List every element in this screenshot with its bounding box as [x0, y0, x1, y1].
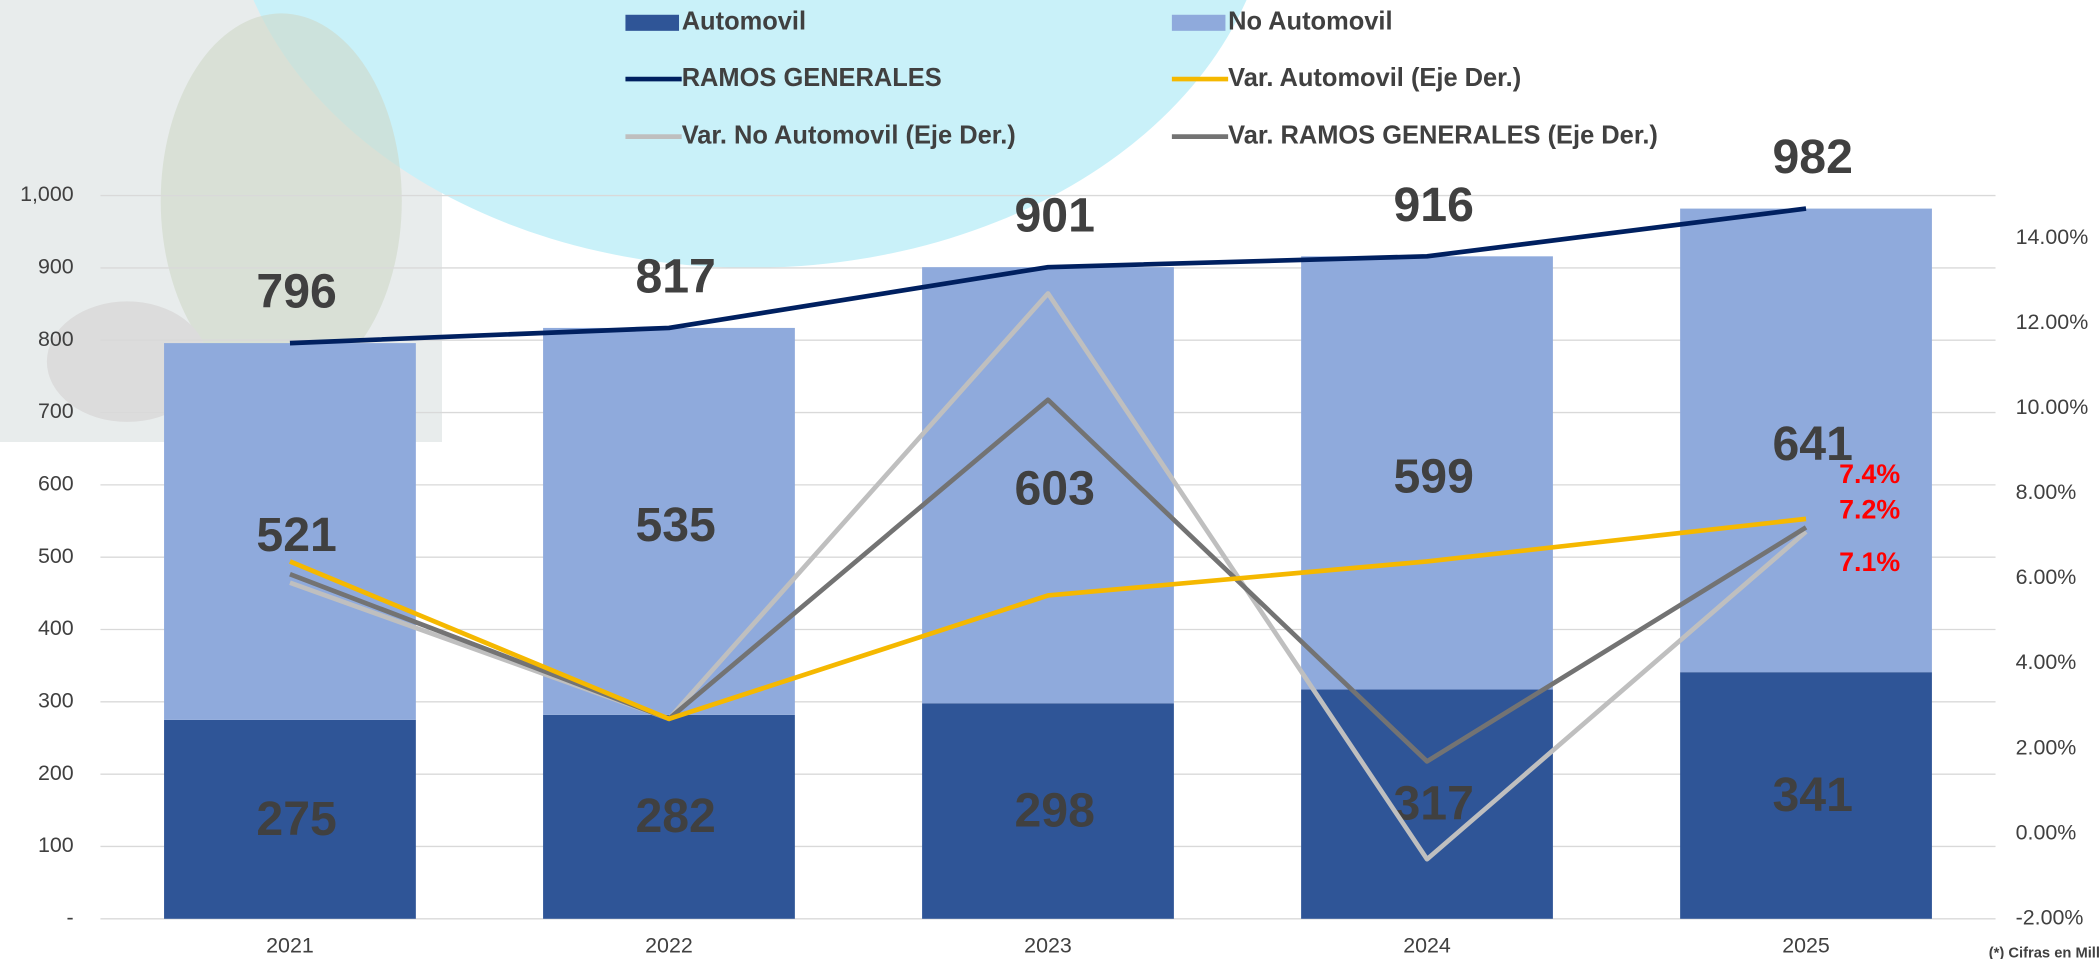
y-tick-label: 300: [38, 688, 74, 712]
y2-tick-label: 0.00%: [2016, 820, 2077, 844]
legend-label: No Automovil: [1228, 8, 1392, 36]
bar-value-label: 535: [635, 498, 715, 552]
y-tick-label: 200: [38, 761, 74, 785]
x-tick-label: 2025: [1782, 934, 1830, 958]
y2-tick-label: 6.00%: [2016, 565, 2077, 589]
bar-value-label: 275: [256, 792, 336, 846]
legend-swatch: [625, 14, 680, 31]
y2-tick-label: 8.00%: [2016, 480, 2077, 504]
bar: [922, 703, 1174, 919]
line: [289, 206, 1807, 346]
cyan-shape: [253, 0, 1247, 268]
y-tick-label: 100: [38, 833, 74, 857]
x-tick-label: 2022: [645, 934, 693, 958]
bar: [1680, 208, 1932, 673]
bar: [1301, 689, 1553, 919]
bar-value-label: 341: [1773, 768, 1853, 822]
total-value-label: 817: [635, 249, 715, 303]
x-tick-label: 2023: [1024, 934, 1072, 958]
x-tick-label: 2021: [266, 934, 314, 958]
total-value-label: 796: [256, 265, 336, 319]
x-tick-label: 2024: [1403, 934, 1451, 958]
bar: [922, 267, 1174, 704]
bar-value-label: 298: [1014, 783, 1094, 837]
bar: [164, 343, 416, 720]
y2-tick-label: -2.00%: [2016, 905, 2084, 929]
legend-label: RAMOS GENERALES: [682, 64, 942, 92]
bar-value-label: 599: [1393, 449, 1473, 503]
background-decoration: [0, 0, 1247, 443]
y-tick-label: 600: [38, 472, 74, 496]
bar-value-label: 641: [1773, 417, 1853, 471]
line: [289, 291, 1808, 862]
y-tick-label: 700: [38, 399, 74, 423]
legend-swatch: [1171, 14, 1226, 31]
total-value-label: 982: [1773, 130, 1853, 184]
y-tick-label: 400: [38, 616, 74, 640]
bar: [1301, 256, 1553, 690]
y-tick-label: 1,000: [20, 182, 74, 206]
bar-value-label: 603: [1014, 462, 1094, 516]
total-value-label: 916: [1393, 178, 1473, 232]
legend-label: Var. No Automovil (Eje Der.): [682, 121, 1016, 149]
y2-tick-label: 2.00%: [2016, 735, 2077, 759]
var-value-label: 7.4%: [1839, 459, 1900, 489]
y-tick-label: 900: [38, 255, 74, 279]
line: [289, 397, 1808, 764]
line: [289, 516, 1807, 722]
y2-tick-label: 14.00%: [2016, 225, 2089, 249]
total-value-label: 901: [1014, 189, 1094, 243]
bar-value-label: 282: [635, 789, 715, 843]
legend-label: Var. Automovil (Eje Der.): [1228, 64, 1521, 92]
bar-value-label: 317: [1393, 777, 1473, 831]
bar: [1680, 672, 1932, 919]
var-value-label: 7.1%: [1839, 547, 1900, 577]
y2-tick-label: 4.00%: [2016, 650, 2077, 674]
y2-tick-label: 10.00%: [2016, 395, 2089, 419]
legend-label: Automovil: [682, 8, 806, 36]
bar: [543, 714, 795, 919]
y-tick-label: 800: [38, 327, 74, 351]
y-tick-label: 500: [38, 544, 74, 568]
bar-value-label: 521: [256, 508, 336, 562]
var-value-label: 7.2%: [1839, 494, 1900, 524]
bar: [164, 719, 416, 919]
y-tick-label: -: [67, 905, 74, 929]
plant: [160, 13, 402, 389]
y2-tick-label: 12.00%: [2016, 310, 2089, 334]
legend-label: Var. RAMOS GENERALES (Eje Der.): [1228, 121, 1658, 149]
note: (*) Cifras en Mill: [1989, 945, 2100, 959]
